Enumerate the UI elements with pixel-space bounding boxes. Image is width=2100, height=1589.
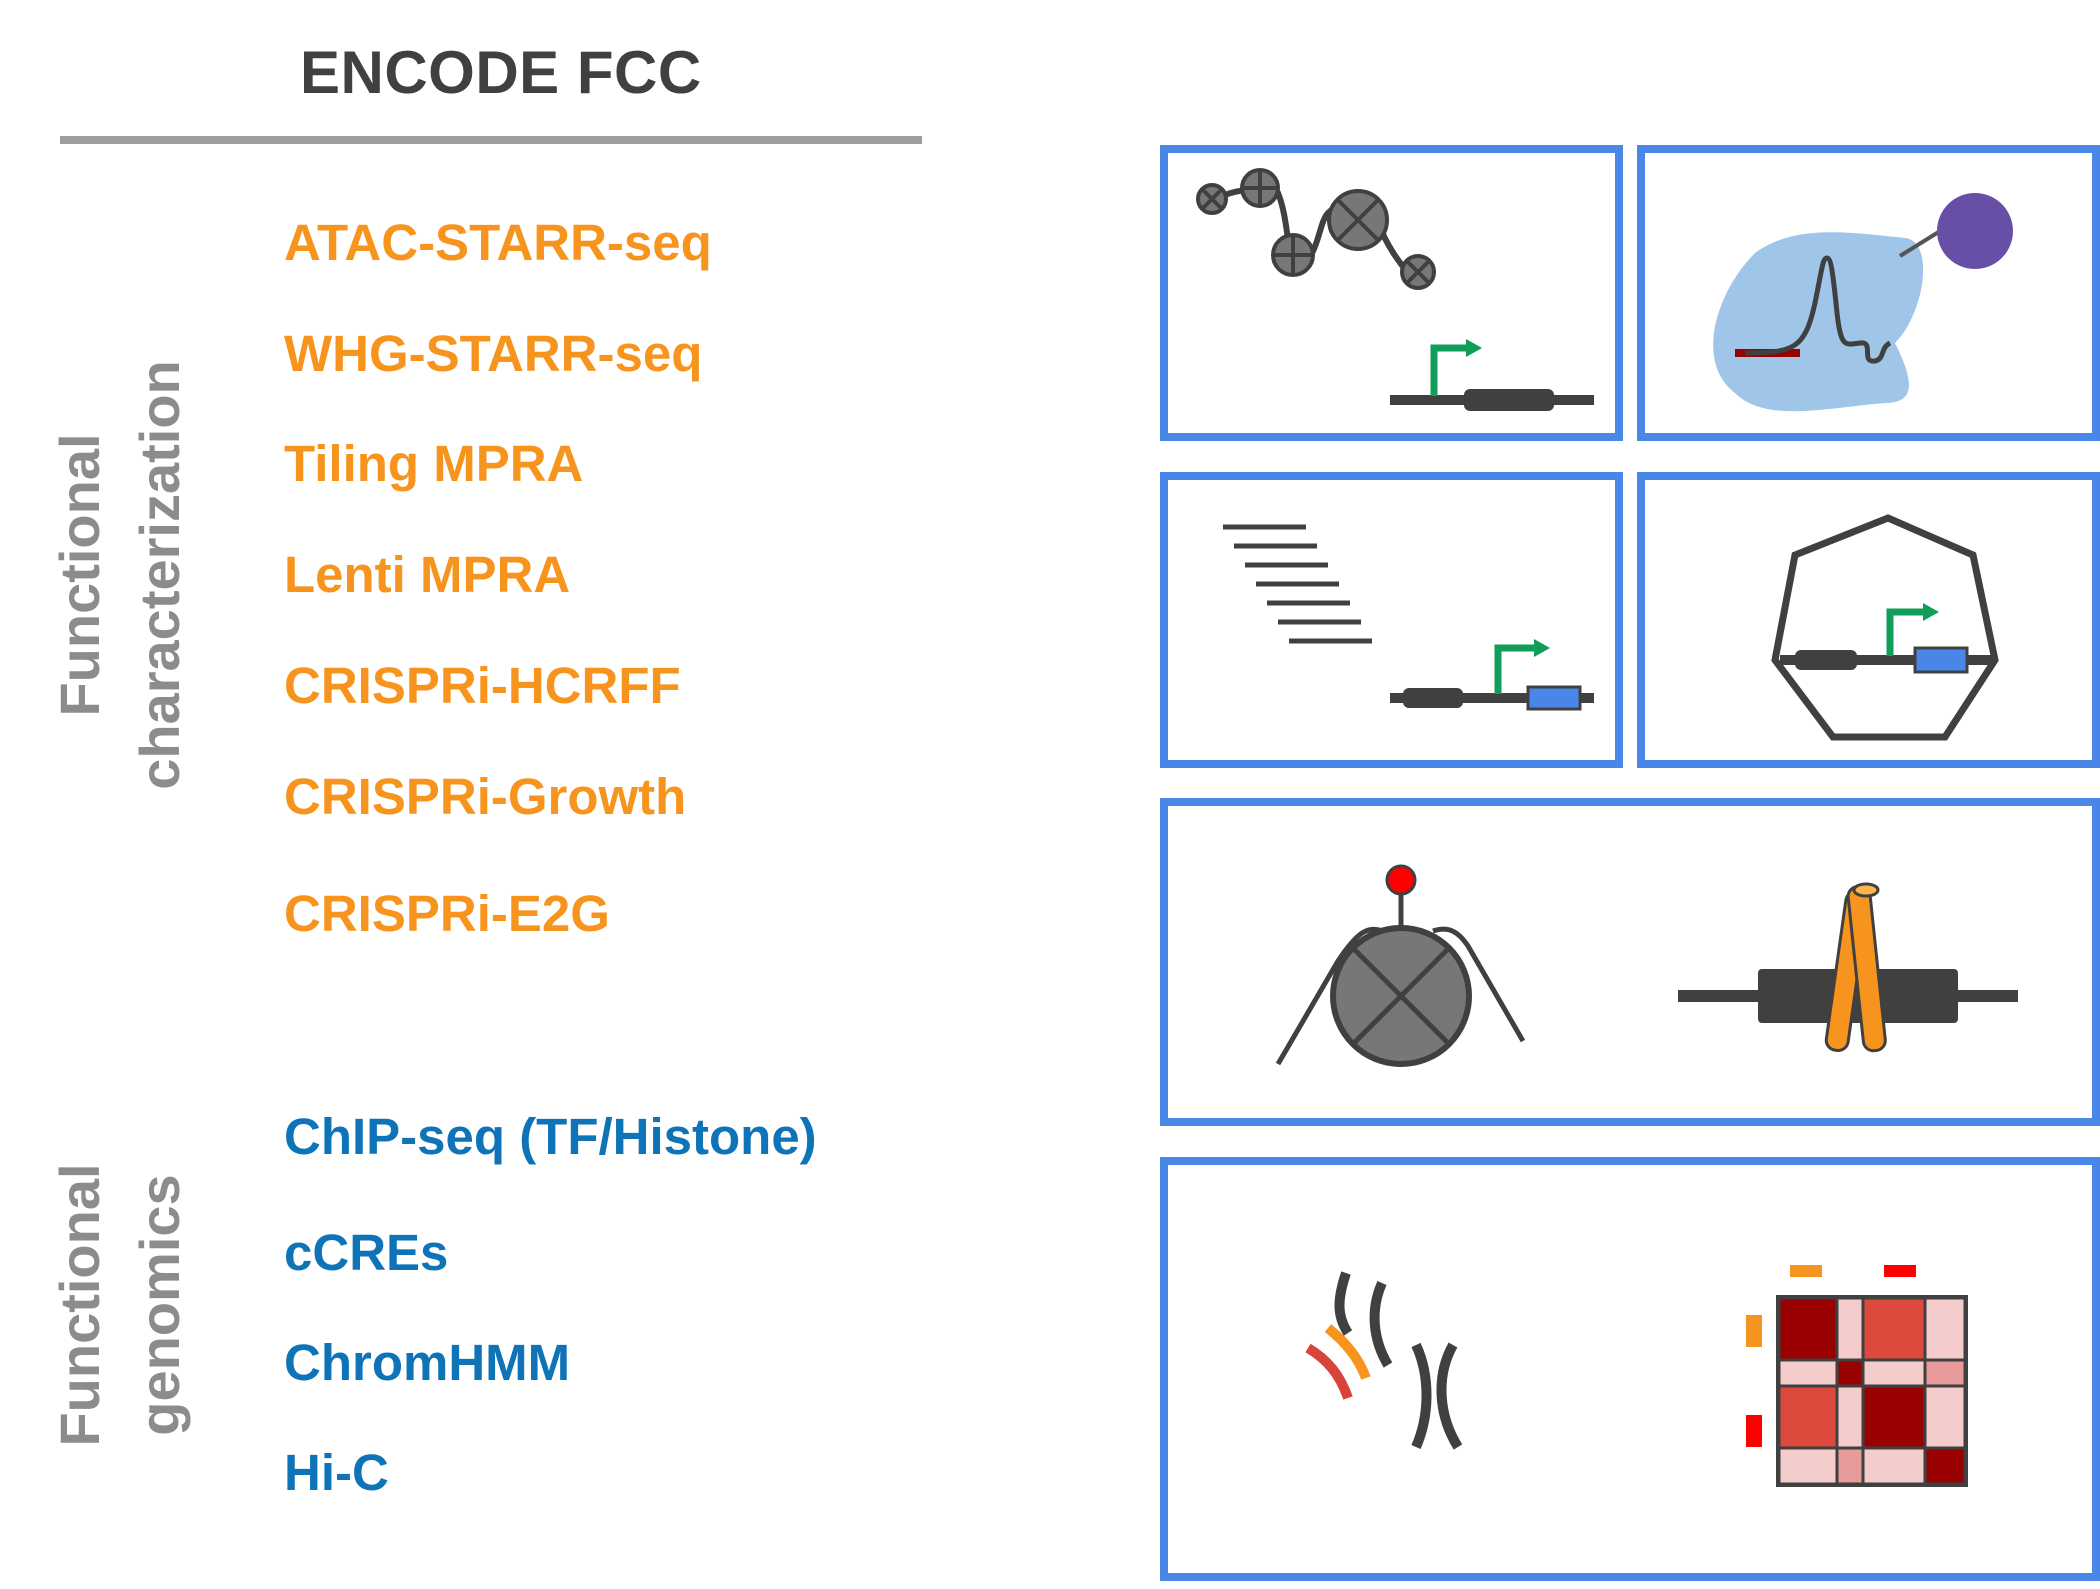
assay-crispri-e2g: CRISPRi-E2G [284, 885, 610, 942]
assay-crispri-hcrff: CRISPRi-HCRFF [284, 657, 681, 714]
hic-contact-matrix-icon [1746, 1265, 1968, 1487]
tiling-fragments-icon [1223, 524, 1594, 711]
assay-lenti-mpra: Lenti MPRA [284, 546, 571, 603]
panel-hi-c [1160, 1157, 2100, 1581]
crispr-nucleosome-icon [1275, 864, 2018, 1067]
assay-crispri-growth: CRISPRi-Growth [284, 768, 687, 825]
panel-crispri [1160, 798, 2100, 1126]
assay-whg-starr-seq: WHG-STARR-seq [284, 325, 703, 382]
page-title: ENCODE FCC [300, 39, 702, 106]
nucleosome-chromatin-icon [1196, 168, 1594, 411]
chromatin-loops-icon [1305, 1265, 1968, 1487]
assay-tiling-mpra: Tiling MPRA [284, 435, 584, 492]
functional-genomics-label: Functional genomics [48, 1163, 191, 1447]
panel-atac-starr [1160, 145, 1623, 441]
panel-lenti-mpra [1637, 472, 2100, 768]
panel-tiling-mpra [1160, 472, 1623, 768]
panel-whg-starr [1637, 145, 2100, 441]
functional-characterization-label: Functional characterization [48, 360, 191, 790]
assay-ccres: cCREs [284, 1224, 449, 1281]
dcas9-dna-icon [1678, 882, 2018, 1053]
assay-chromhmm: ChromHMM [284, 1334, 571, 1391]
assay-atac-starr-seq: ATAC-STARR-seq [284, 214, 712, 271]
title-divider [60, 136, 922, 144]
assay-chip-seq: ChIP-seq (TF/Histone) [284, 1108, 817, 1165]
assay-hi-c: Hi-C [284, 1444, 389, 1501]
cell-reporter-icon [1771, 514, 1999, 741]
peak-signal-icon [1713, 193, 2013, 412]
